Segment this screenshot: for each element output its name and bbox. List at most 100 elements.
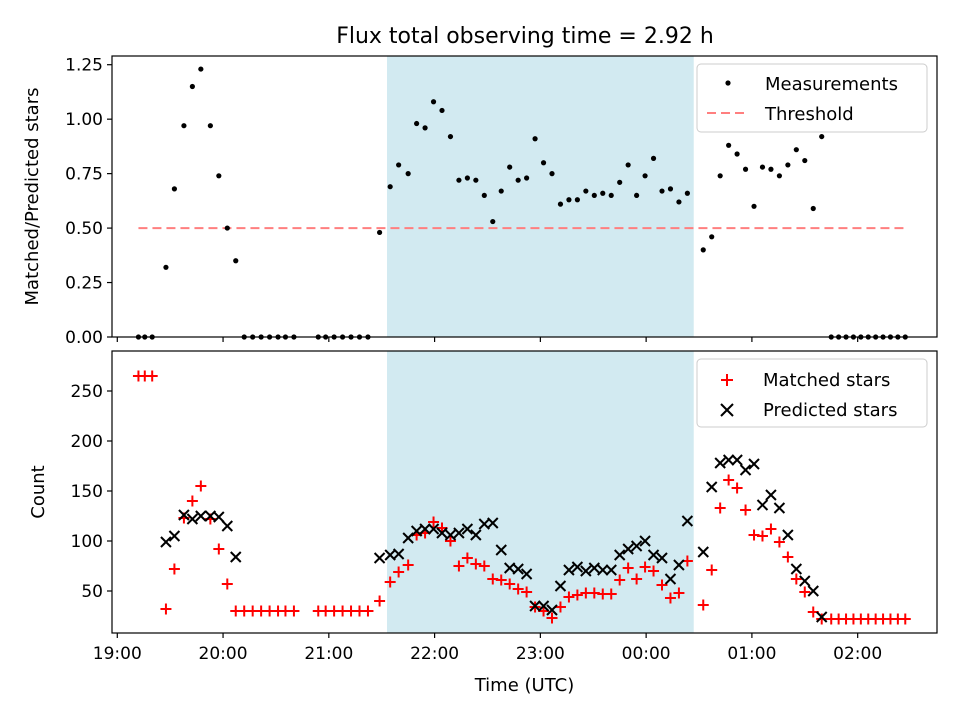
x-tick-label: 21:00	[304, 644, 353, 664]
matched-star-point	[731, 482, 743, 494]
measurement-point	[464, 175, 470, 181]
predicted-star-point	[554, 580, 567, 592]
x-tick-label: 23:00	[516, 644, 565, 664]
measurement-point	[726, 142, 732, 148]
predicted-star-point	[807, 585, 819, 597]
matched-star-point	[461, 552, 473, 564]
bottom-observing-span	[387, 351, 694, 633]
top-legend: Measurements Threshold	[696, 63, 928, 133]
legend-predicted-marker	[720, 403, 734, 417]
matched-star-point	[554, 601, 566, 613]
top-x-ticks	[116, 337, 859, 342]
measurement-point	[216, 173, 222, 179]
bottom-y-tick-label: 100	[71, 532, 103, 552]
bottom-y-axis: 50 100 150 200 250	[71, 382, 112, 602]
measurement-point	[785, 162, 791, 168]
predicted-star-point	[639, 535, 651, 547]
measurement-point	[396, 162, 402, 168]
predicted-star-point	[402, 532, 414, 544]
predicted-star-point	[168, 530, 181, 542]
predicted-star-point	[799, 575, 811, 587]
matched-star-point	[782, 551, 794, 563]
predicted-star-point	[739, 464, 752, 476]
matched-star-point	[714, 502, 726, 514]
measurement-point	[473, 177, 479, 183]
x-tick-label: 00:00	[622, 644, 671, 664]
predicted-star-point	[681, 515, 694, 527]
measurement-point	[532, 136, 538, 142]
legend-measurements-label: Measurements	[765, 74, 898, 95]
predicted-star-point	[427, 523, 440, 535]
predicted-star-point	[782, 529, 794, 541]
predicted-star-point	[790, 563, 803, 575]
measurement-point	[566, 197, 572, 203]
measurement-point	[667, 186, 674, 192]
measurement-point	[684, 190, 690, 196]
predicted-star-point	[495, 544, 507, 556]
matched-star-point	[697, 599, 709, 611]
matched-star-point	[146, 370, 158, 382]
measurement-point	[717, 173, 723, 179]
measurement-point	[430, 99, 437, 105]
x-tick-label: 02:00	[833, 644, 882, 664]
bottom-x-axis: 19:00 20:00 21:00 22:00 23:00 00:00 01:00 02:00	[93, 633, 882, 664]
legend-predicted-label: Predicted stars	[763, 400, 897, 421]
measurement-point	[591, 192, 597, 199]
measurement-point	[207, 123, 213, 129]
measurement-point	[233, 258, 239, 264]
predicted-star-point	[748, 458, 760, 470]
matched-star-point	[393, 566, 405, 578]
matched-star-point	[790, 573, 802, 585]
bottom-y-tick-label: 250	[71, 382, 103, 402]
bottom-panel: 50 100 150 200 250 19:00 20:00 21:00 22:00 23:00…	[28, 350, 938, 696]
measurement-point	[768, 166, 774, 172]
measurement-point	[414, 120, 420, 127]
bottom-plot-frame	[111, 350, 938, 634]
predicted-star-point	[410, 525, 423, 537]
predicted-star-point	[714, 457, 726, 469]
predicted-star-point	[656, 552, 668, 564]
matched-star-point	[622, 562, 634, 574]
matched-star-point	[512, 583, 524, 595]
matched-star-point	[504, 578, 516, 590]
measurement-point	[163, 264, 169, 270]
measurement-point	[751, 203, 757, 209]
matched-star-point	[673, 587, 685, 599]
predicted-star-point	[816, 611, 828, 623]
matched-star-point	[221, 578, 233, 590]
measurement-point	[659, 188, 665, 194]
predicted-star-point	[664, 573, 677, 585]
measurement-point	[700, 247, 706, 253]
predicted-star-point	[230, 551, 242, 563]
measurement-point	[507, 164, 513, 170]
measurement-point	[776, 173, 783, 179]
predicted-star-point	[512, 563, 524, 575]
legend-matched-marker	[721, 374, 733, 386]
matched-star-point	[428, 516, 440, 528]
measurement-point	[583, 188, 589, 194]
measurement-point	[387, 184, 393, 190]
matched-star-point	[816, 613, 828, 625]
matched-star-point	[288, 605, 300, 617]
measurement-point	[600, 190, 606, 196]
matched-star-point	[470, 558, 482, 570]
legend-matched-label: Matched stars	[763, 370, 890, 391]
predicted-star-point	[392, 548, 405, 560]
matched-star-point	[723, 474, 735, 486]
matched-star-point	[453, 560, 465, 572]
predicted-star-point	[613, 549, 626, 561]
top-y-axis-label: Matched/Predicted stars	[22, 88, 43, 306]
measurement-point	[759, 164, 766, 170]
chart-title: Flux total observing time = 2.92 h	[336, 24, 714, 49]
predicted-star-point	[529, 600, 541, 612]
top-y-tick-label: 0.25	[65, 274, 103, 294]
matched-star-point	[706, 564, 718, 576]
measurement-point	[481, 192, 487, 199]
predicted-star-point	[453, 527, 465, 539]
measurement-point	[650, 155, 657, 161]
predicted-star-point	[436, 527, 448, 539]
predicted-star-point	[697, 546, 709, 558]
predicted-star-point	[647, 549, 660, 561]
matched-star-point	[160, 603, 172, 615]
